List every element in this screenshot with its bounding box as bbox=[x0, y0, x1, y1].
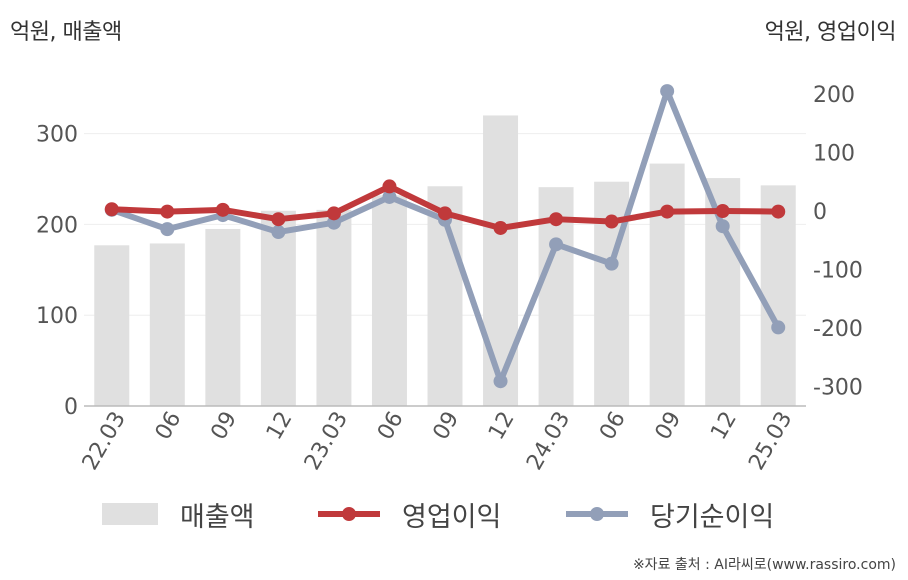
left-tick-label: 100 bbox=[36, 304, 78, 329]
net-income-point bbox=[493, 374, 508, 389]
legend-swatch-revenue bbox=[102, 503, 158, 525]
operating-profit-point bbox=[160, 204, 175, 219]
operating-profit-point bbox=[382, 179, 397, 194]
operating-profit-point bbox=[104, 202, 119, 217]
legend-swatch-operating-profit bbox=[318, 503, 380, 525]
x-tick-label: 23.03 bbox=[300, 408, 353, 475]
revenue-bars bbox=[94, 115, 796, 406]
x-tick-label: 12 bbox=[262, 408, 298, 445]
left-tick-label: 200 bbox=[36, 213, 78, 238]
legend-item-revenue: 매출액 bbox=[102, 492, 255, 536]
legend-item-net-income: 당기순이익 bbox=[566, 492, 774, 536]
legend: 매출액 영업이익 당기순이익 bbox=[0, 492, 908, 536]
net-income-point bbox=[382, 189, 397, 204]
source-note: ※자료 출처 : AI라씨로(www.rassiro.com) bbox=[632, 557, 896, 573]
left-axis-title: 억원, 매출액 bbox=[10, 20, 122, 45]
x-axis-ticks: 22.03 06 09 12 23.03 06 09 12 24.03 06 09 12 25.03 bbox=[78, 408, 798, 475]
net-income-point bbox=[604, 256, 619, 271]
operating-profit-point bbox=[215, 202, 230, 217]
x-tick-label: 24.03 bbox=[522, 408, 575, 475]
legend-label-operating-profit: 영업이익 bbox=[402, 501, 502, 533]
operating-profit-point bbox=[771, 204, 786, 219]
x-tick-label: 12 bbox=[484, 408, 520, 445]
right-tick-label: -100 bbox=[813, 259, 863, 284]
operating-profit-point bbox=[715, 204, 730, 218]
right-tick-label: -300 bbox=[813, 376, 863, 401]
operating-profit-point bbox=[493, 220, 508, 235]
x-tick-label: 12 bbox=[706, 408, 742, 445]
revenue-bar bbox=[483, 115, 519, 406]
right-tick-label: 100 bbox=[813, 142, 855, 167]
operating-profit-point bbox=[271, 212, 286, 227]
right-tick-label: 0 bbox=[813, 200, 827, 225]
x-tick-label: 06 bbox=[595, 408, 631, 445]
revenue-bar bbox=[94, 245, 130, 406]
revenue-bar bbox=[205, 228, 241, 406]
right-axis-ticks: 200 100 0 -100 -200 -300 bbox=[813, 83, 863, 401]
operating-profit-point bbox=[326, 206, 341, 221]
x-tick-label: 09 bbox=[651, 408, 687, 445]
operating-profit-point bbox=[549, 212, 564, 227]
revenue-bar bbox=[316, 209, 352, 406]
x-tick-label: 06 bbox=[373, 408, 409, 445]
x-tick-label: 09 bbox=[429, 408, 465, 445]
x-tick-label: 22.03 bbox=[78, 408, 131, 475]
x-tick-label: 25.03 bbox=[744, 408, 797, 475]
left-axis-ticks: 0 100 200 300 bbox=[36, 123, 78, 420]
right-axis-title: 억원, 영업이익 bbox=[764, 20, 897, 45]
revenue-bar bbox=[760, 185, 796, 406]
left-tick-label: 0 bbox=[64, 395, 78, 420]
x-tick-label: 06 bbox=[151, 408, 187, 445]
operating-profit-point bbox=[604, 214, 619, 229]
net-income-point bbox=[549, 237, 564, 252]
legend-label-net-income: 당기순이익 bbox=[650, 501, 775, 533]
revenue-bar bbox=[260, 210, 296, 406]
net-income-point bbox=[660, 84, 675, 99]
right-tick-label: 200 bbox=[813, 83, 855, 108]
left-tick-label: 300 bbox=[36, 123, 78, 148]
operating-profit-point bbox=[438, 206, 452, 221]
revenue-bar bbox=[649, 163, 685, 406]
net-income-point bbox=[715, 219, 730, 234]
operating-profit-point bbox=[660, 204, 675, 219]
right-tick-label: -200 bbox=[813, 317, 863, 342]
x-tick-label: 09 bbox=[206, 408, 242, 445]
legend-swatch-net-income bbox=[566, 503, 628, 525]
revenue-bar bbox=[149, 243, 185, 406]
revenue-bar bbox=[371, 195, 407, 406]
legend-label-revenue: 매출액 bbox=[180, 501, 255, 533]
profit-lines bbox=[104, 84, 786, 389]
legend-item-operating-profit: 영업이익 bbox=[318, 492, 501, 536]
net-income-point bbox=[271, 225, 286, 240]
net-income-point bbox=[160, 222, 175, 237]
net-income-point bbox=[771, 320, 786, 335]
